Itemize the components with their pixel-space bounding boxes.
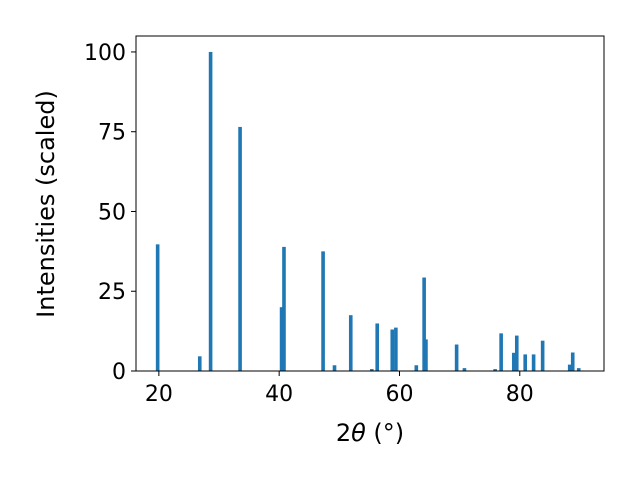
x-tick-label: 80 (506, 382, 534, 407)
bar (332, 365, 337, 371)
bar (424, 339, 428, 371)
bar (531, 354, 536, 371)
y-tick-label: 25 (98, 280, 126, 305)
y-tick-label: 75 (98, 121, 126, 146)
bar (238, 126, 242, 372)
x-axis-label: 2θ (°) (336, 419, 404, 447)
bar (197, 356, 202, 371)
y-axis-ticks: 0 25 50 75 100 (84, 41, 136, 385)
bar (567, 364, 572, 371)
bar (422, 277, 426, 371)
bar (454, 344, 459, 371)
x-tick-label: 60 (385, 382, 413, 407)
bar (514, 335, 519, 371)
bar (511, 352, 516, 371)
y-tick-label: 50 (98, 200, 126, 225)
bar (394, 327, 398, 371)
bar (390, 329, 395, 371)
x-tick-label: 20 (145, 382, 173, 407)
bar (414, 365, 419, 371)
bar (493, 369, 497, 371)
bar (370, 369, 374, 371)
y-axis-label: Intensities (scaled) (32, 90, 60, 318)
bar (523, 354, 527, 371)
bars (155, 51, 581, 372)
x-tick-label: 40 (265, 382, 293, 407)
y-tick-label: 100 (84, 41, 126, 66)
bar (576, 368, 581, 371)
bar (499, 333, 503, 371)
bar (279, 307, 284, 371)
x-axis-ticks: 20 40 60 80 (145, 371, 534, 407)
y-tick-label: 0 (112, 360, 126, 385)
bar (208, 51, 213, 371)
bar (282, 246, 286, 371)
bar (348, 315, 353, 371)
bar (321, 251, 325, 371)
bar (375, 323, 380, 371)
bar (155, 244, 160, 371)
bar (462, 368, 467, 371)
bar (540, 340, 545, 371)
plot-area-frame (135, 35, 605, 372)
bar (570, 352, 575, 371)
